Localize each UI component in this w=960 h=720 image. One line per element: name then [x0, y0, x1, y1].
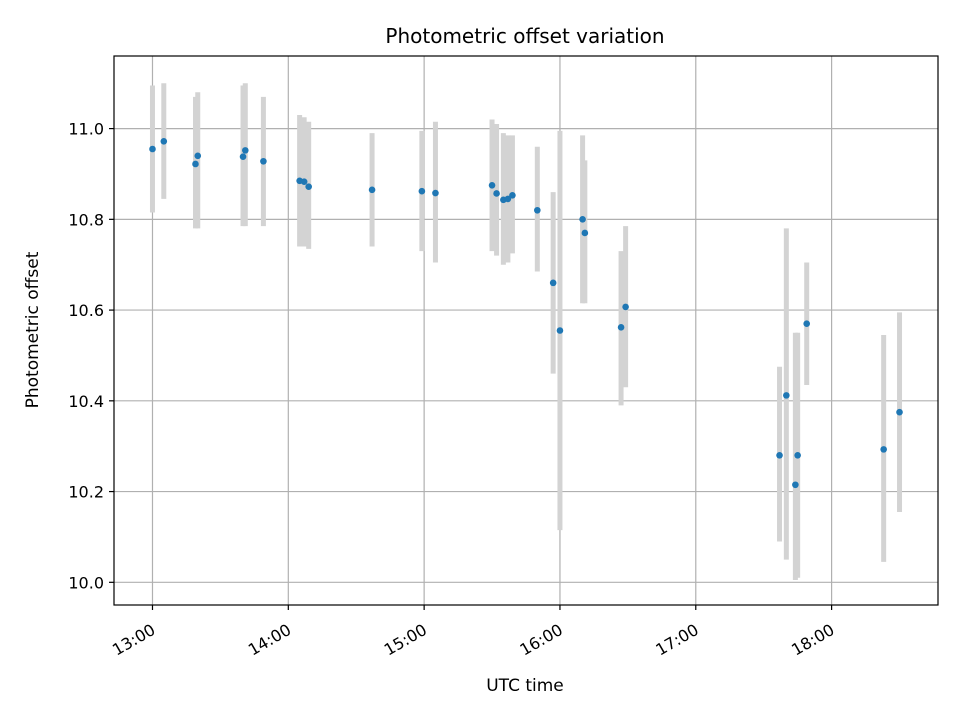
data-point — [493, 190, 500, 197]
data-point — [617, 324, 625, 331]
data-point — [896, 408, 903, 416]
data-point — [622, 303, 629, 311]
data-point — [794, 451, 801, 459]
data-point — [803, 320, 811, 327]
data-point — [260, 157, 267, 165]
y-tick-label: 10.8 — [68, 210, 104, 229]
data-point — [418, 187, 426, 195]
data-point — [305, 183, 312, 190]
data-point — [239, 153, 247, 161]
y-tick-label: 11.0 — [68, 120, 104, 139]
y-tick-label: 10.4 — [68, 392, 104, 411]
data-point — [534, 206, 541, 214]
data-point — [300, 178, 308, 185]
y-axis-ticks: 10.0 10.2 10.4 10.6 10.8 11.0 — [68, 120, 114, 592]
data-point — [149, 145, 156, 153]
data-point — [432, 189, 439, 197]
data-point — [783, 392, 790, 399]
y-tick-label: 10.2 — [68, 483, 104, 502]
data-point — [160, 137, 168, 145]
data-point — [368, 186, 376, 194]
data-point — [581, 229, 589, 237]
data-point — [509, 191, 516, 199]
x-axis-label: UTC time — [486, 676, 564, 696]
data-point — [549, 279, 557, 287]
data-point — [880, 446, 887, 453]
y-tick-label: 10.6 — [68, 301, 104, 320]
data-point — [488, 182, 496, 189]
data-point — [504, 195, 512, 203]
data-points — [149, 137, 903, 489]
data-point — [776, 451, 783, 459]
data-point — [194, 152, 202, 160]
plot-frame — [113, 55, 939, 606]
y-axis-label: Photometric offset — [23, 251, 43, 408]
data-point — [792, 481, 799, 489]
data-point — [192, 160, 199, 168]
data-point — [241, 147, 249, 154]
y-tick-label: 10.0 — [68, 573, 104, 592]
data-point — [579, 216, 586, 223]
data-point — [556, 327, 564, 334]
chart-title: Photometric offset variation — [385, 24, 664, 48]
